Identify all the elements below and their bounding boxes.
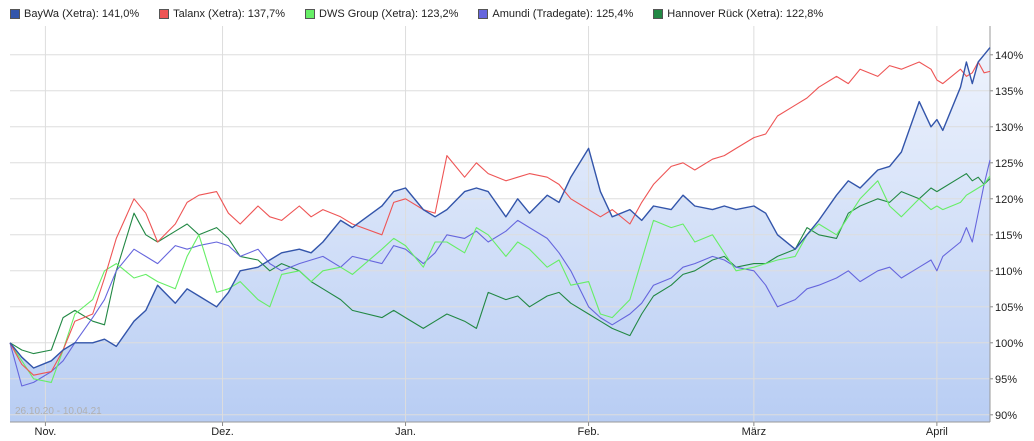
x-tick-label: Feb. <box>578 426 600 438</box>
series-line-1 <box>9 61 991 376</box>
legend-item-3: Amundi (Tradegate): 125,4% <box>478 8 633 20</box>
x-tick-label: April <box>926 426 948 438</box>
y-tick-label: 110% <box>995 266 1023 278</box>
legend-item-4: Hannover Rück (Xetra): 122,8% <box>653 8 823 20</box>
y-tick-label: 125% <box>995 158 1023 170</box>
legend-swatch <box>10 9 20 19</box>
y-tick-label: 135% <box>995 86 1023 98</box>
legend-label: DWS Group (Xetra): 123,2% <box>319 8 459 20</box>
legend: BayWa (Xetra): 141,0% Talanx (Xetra): 137… <box>10 6 843 22</box>
series-line-2 <box>9 175 991 383</box>
series-line-0 <box>9 47 991 369</box>
legend-item-0: BayWa (Xetra): 141,0% <box>10 8 139 20</box>
legend-label: BayWa (Xetra): 141,0% <box>24 8 140 20</box>
y-tick-label: 115% <box>995 230 1023 242</box>
legend-swatch <box>159 9 170 19</box>
legend-swatch <box>478 9 489 19</box>
x-tick-label: Nov. <box>35 426 57 438</box>
y-tick-label: 140% <box>995 50 1023 62</box>
y-tick-label: 95% <box>995 374 1017 386</box>
legend-item-1: Talanx (Xetra): 137,7% <box>159 8 285 20</box>
legend-label: Hannover Rück (Xetra): 122,8% <box>667 8 824 20</box>
y-tick-label: 100% <box>995 338 1023 350</box>
x-tick-label: März <box>742 426 766 438</box>
legend-item-2: DWS Group (Xetra): 123,2% <box>305 8 458 20</box>
x-tick-label: Jan. <box>395 426 416 438</box>
legend-label: Talanx (Xetra): 137,7% <box>173 8 286 20</box>
series-line-4 <box>9 173 991 355</box>
legend-swatch <box>305 9 316 19</box>
legend-swatch <box>653 9 664 19</box>
y-tick-label: 130% <box>995 122 1023 134</box>
x-tick-label: Dez. <box>211 426 234 438</box>
date-range-label: 26.10.20 - 10.04.21 <box>15 406 102 417</box>
y-tick-label: 90% <box>995 410 1017 422</box>
y-tick-label: 105% <box>995 302 1023 314</box>
series-line-3 <box>9 159 991 387</box>
legend-label: Amundi (Tradegate): 125,4% <box>492 8 634 20</box>
y-tick-label: 120% <box>995 194 1023 206</box>
